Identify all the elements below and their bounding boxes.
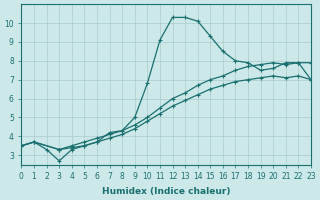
X-axis label: Humidex (Indice chaleur): Humidex (Indice chaleur) xyxy=(102,187,230,196)
